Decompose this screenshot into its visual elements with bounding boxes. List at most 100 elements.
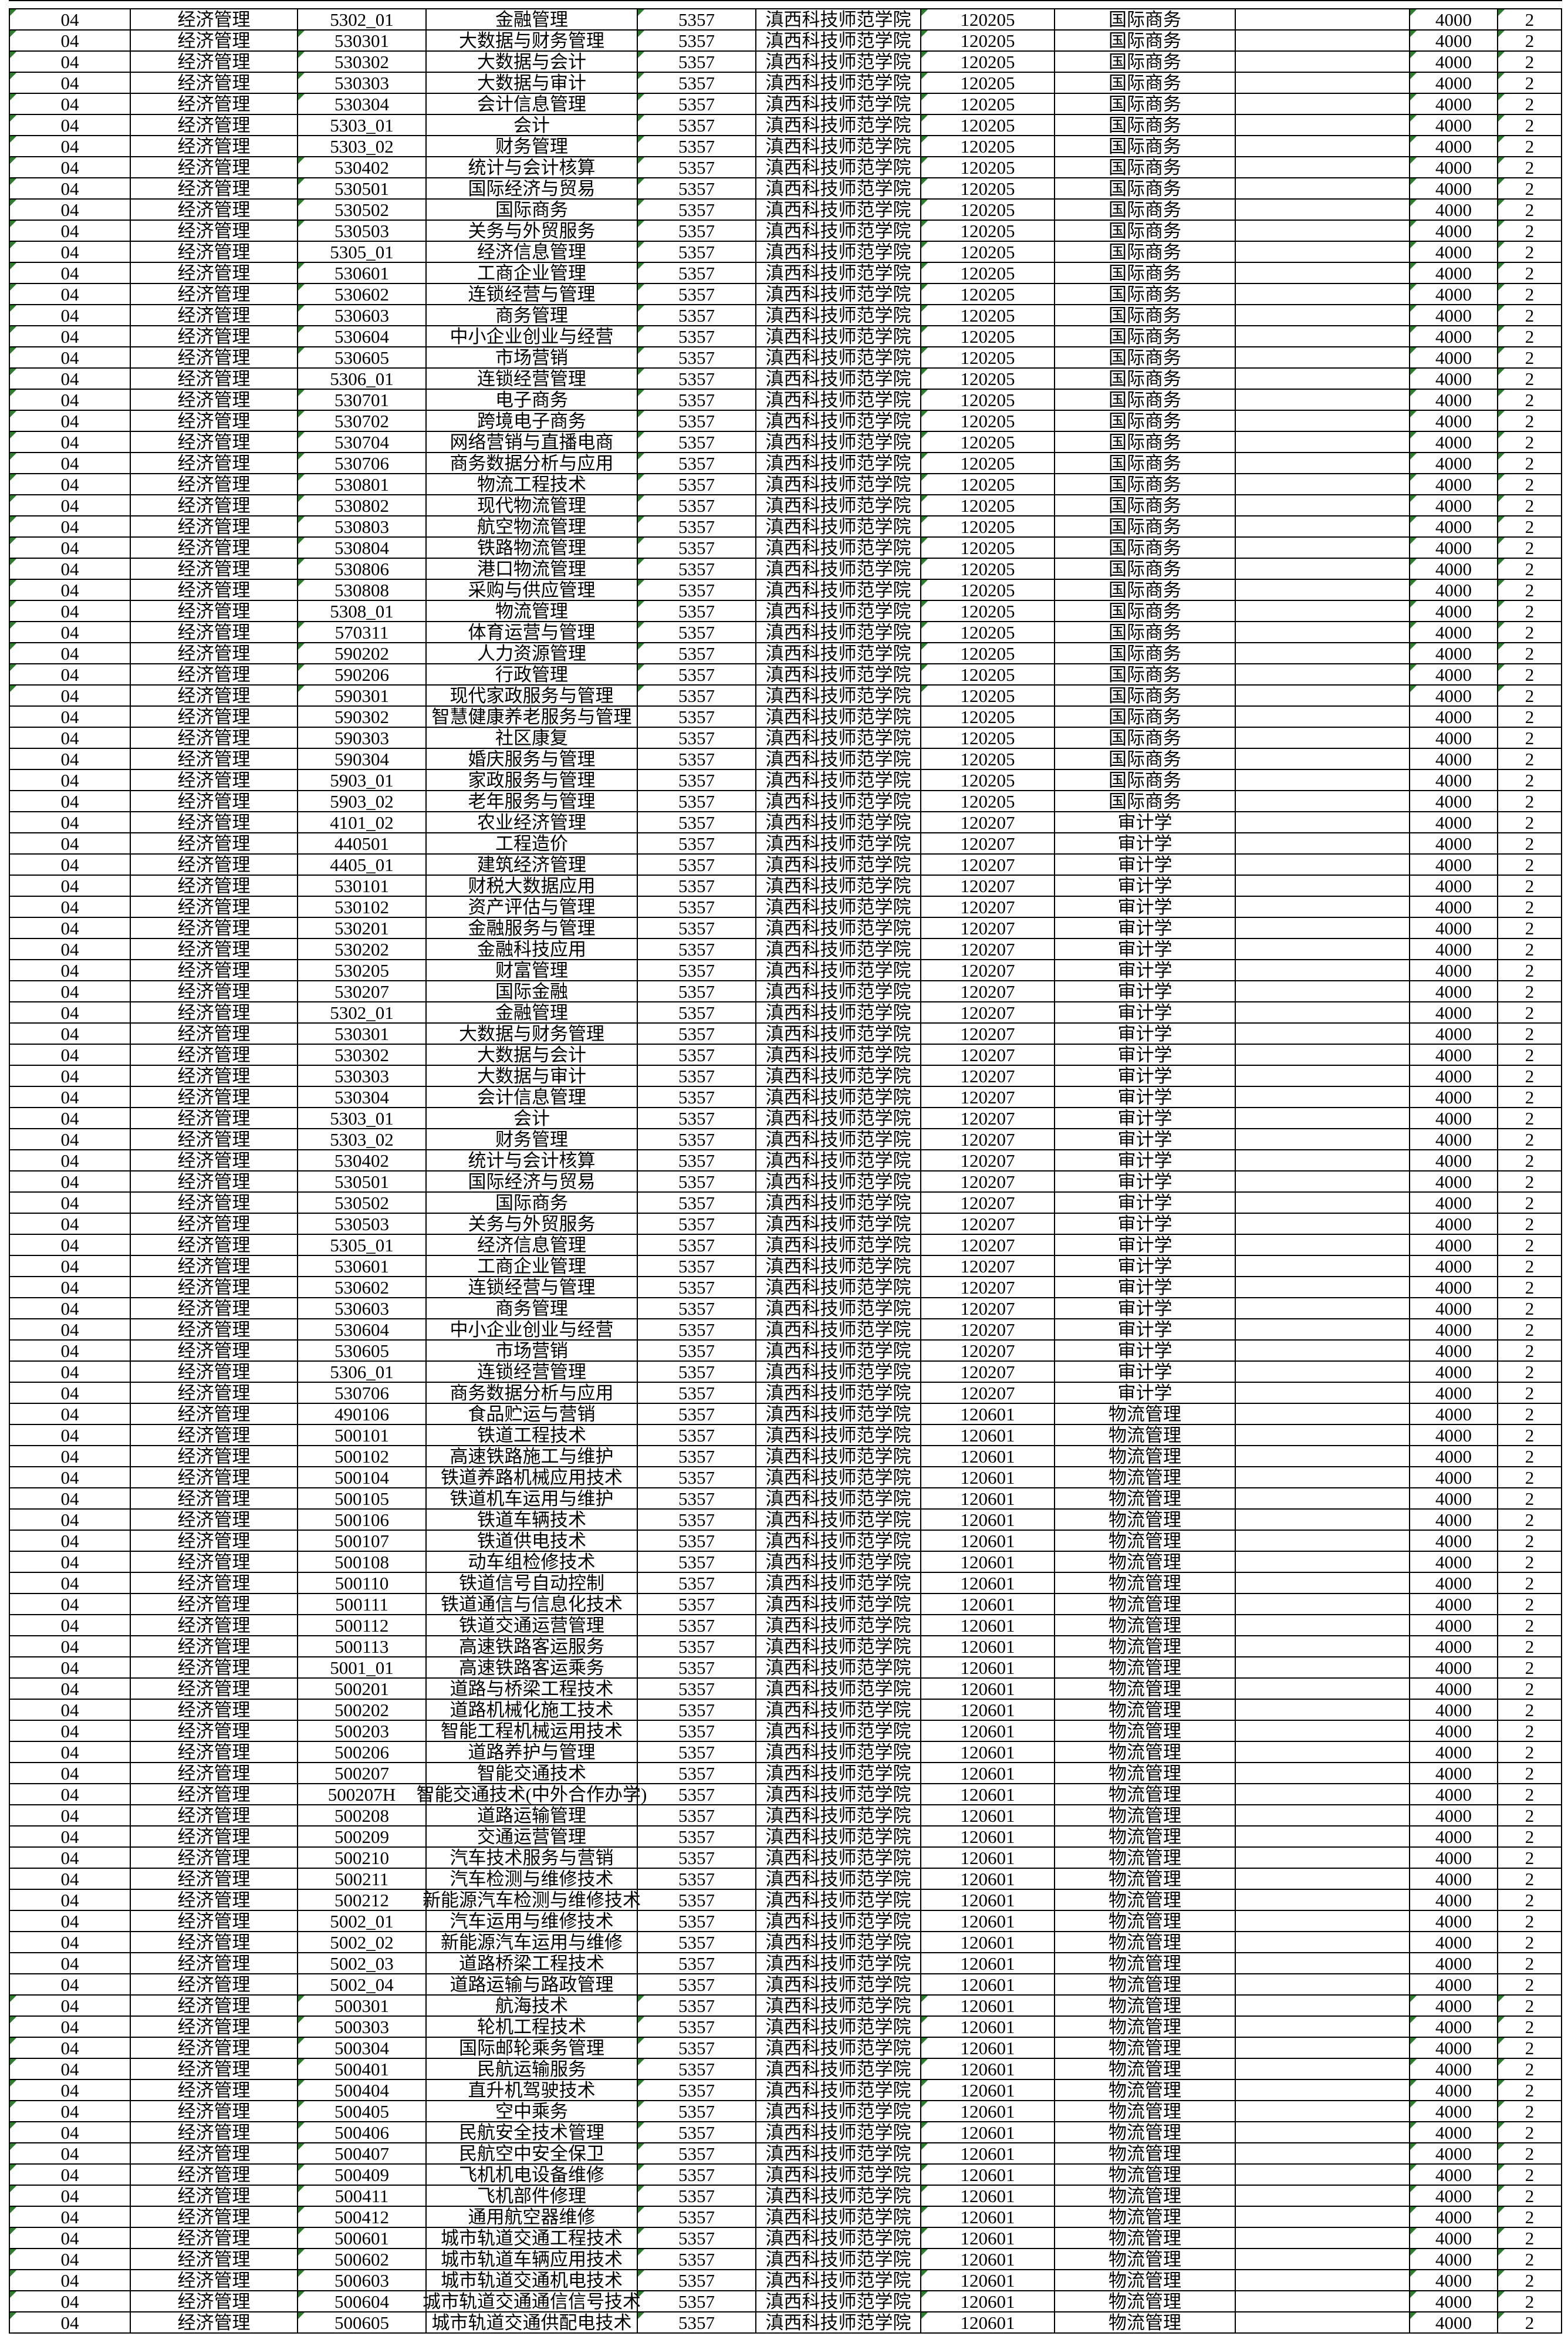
cell-tuition[interactable]: 4000	[1410, 1467, 1498, 1488]
cell-dept-code[interactable]: 04	[10, 981, 131, 1002]
cell-dept-name[interactable]: 经济管理	[131, 538, 298, 559]
cell-undergrad-code[interactable]: 120205	[921, 52, 1055, 73]
cell-undergrad-major[interactable]: 物流管理	[1055, 2312, 1236, 2334]
cell-blank[interactable]	[1236, 960, 1410, 981]
cell-tuition[interactable]: 4000	[1410, 1636, 1498, 1657]
cell-college-name[interactable]: 滇西科技师范学院	[756, 707, 921, 728]
cell-undergrad-major[interactable]: 审计学	[1055, 1256, 1236, 1277]
cell-major-name[interactable]: 通用航空器维修	[427, 2207, 638, 2228]
cell-undergrad-code[interactable]: 120207	[921, 1045, 1055, 1066]
cell-college-name[interactable]: 滇西科技师范学院	[756, 1679, 921, 1700]
cell-college-name[interactable]: 滇西科技师范学院	[756, 1932, 921, 1953]
cell-dept-name[interactable]: 经济管理	[131, 1446, 298, 1467]
cell-undergrad-major[interactable]: 国际商务	[1055, 242, 1236, 263]
cell-years[interactable]: 2	[1498, 2249, 1562, 2270]
cell-blank[interactable]	[1236, 2270, 1410, 2291]
cell-tuition[interactable]: 4000	[1410, 1763, 1498, 1784]
cell-undergrad-major[interactable]: 物流管理	[1055, 2207, 1236, 2228]
cell-college-name[interactable]: 滇西科技师范学院	[756, 1172, 921, 1193]
cell-major-name[interactable]: 会计	[427, 1108, 638, 1129]
cell-college-name[interactable]: 滇西科技师范学院	[756, 876, 921, 897]
cell-undergrad-major[interactable]: 物流管理	[1055, 2186, 1236, 2207]
cell-tuition[interactable]: 4000	[1410, 2165, 1498, 2186]
cell-tuition[interactable]: 4000	[1410, 559, 1498, 580]
cell-dept-name[interactable]: 经济管理	[131, 1552, 298, 1573]
cell-dept-code[interactable]: 04	[10, 812, 131, 833]
cell-undergrad-code[interactable]: 120205	[921, 115, 1055, 136]
cell-undergrad-code[interactable]: 120601	[921, 1932, 1055, 1953]
cell-tuition[interactable]: 4000	[1410, 2122, 1498, 2143]
cell-undergrad-major[interactable]: 物流管理	[1055, 2143, 1236, 2165]
cell-major-code[interactable]: 500104	[298, 1467, 427, 1488]
cell-major-code[interactable]: 5002_04	[298, 1974, 427, 1996]
cell-college-code[interactable]: 5357	[638, 495, 756, 516]
cell-dept-name[interactable]: 经济管理	[131, 1277, 298, 1298]
cell-major-name[interactable]: 财税大数据应用	[427, 876, 638, 897]
cell-dept-name[interactable]: 经济管理	[131, 601, 298, 622]
cell-major-code[interactable]: 530804	[298, 538, 427, 559]
cell-tuition[interactable]: 4000	[1410, 347, 1498, 369]
cell-major-code[interactable]: 530802	[298, 495, 427, 516]
cell-years[interactable]: 2	[1498, 390, 1562, 411]
cell-blank[interactable]	[1236, 1763, 1410, 1784]
cell-college-name[interactable]: 滇西科技师范学院	[756, 432, 921, 453]
cell-blank[interactable]	[1236, 411, 1410, 432]
cell-major-code[interactable]: 500407	[298, 2143, 427, 2165]
cell-dept-code[interactable]: 04	[10, 242, 131, 263]
cell-undergrad-major[interactable]: 物流管理	[1055, 1953, 1236, 1974]
cell-tuition[interactable]: 4000	[1410, 221, 1498, 242]
cell-undergrad-major[interactable]: 审计学	[1055, 1002, 1236, 1024]
cell-college-name[interactable]: 滇西科技师范学院	[756, 284, 921, 305]
cell-dept-name[interactable]: 经济管理	[131, 580, 298, 601]
cell-college-code[interactable]: 5357	[638, 791, 756, 812]
cell-blank[interactable]	[1236, 1066, 1410, 1087]
cell-years[interactable]: 2	[1498, 1193, 1562, 1214]
cell-undergrad-code[interactable]: 120205	[921, 136, 1055, 157]
cell-major-code[interactable]: 5001_01	[298, 1657, 427, 1679]
cell-undergrad-major[interactable]: 国际商务	[1055, 749, 1236, 770]
cell-college-code[interactable]: 5357	[638, 284, 756, 305]
cell-tuition[interactable]: 4000	[1410, 728, 1498, 749]
cell-undergrad-major[interactable]: 物流管理	[1055, 2165, 1236, 2186]
cell-college-code[interactable]: 5357	[638, 347, 756, 369]
cell-major-name[interactable]: 统计与会计核算	[427, 1150, 638, 1172]
cell-undergrad-code[interactable]: 120207	[921, 939, 1055, 960]
cell-college-name[interactable]: 滇西科技师范学院	[756, 1404, 921, 1425]
cell-blank[interactable]	[1236, 1235, 1410, 1256]
cell-years[interactable]: 2	[1498, 2228, 1562, 2249]
cell-tuition[interactable]: 4000	[1410, 2059, 1498, 2080]
cell-blank[interactable]	[1236, 432, 1410, 453]
cell-college-name[interactable]: 滇西科技师范学院	[756, 2080, 921, 2101]
cell-tuition[interactable]: 4000	[1410, 1214, 1498, 1235]
cell-college-name[interactable]: 滇西科技师范学院	[756, 1890, 921, 1911]
cell-dept-code[interactable]: 04	[10, 580, 131, 601]
cell-undergrad-code[interactable]: 120205	[921, 390, 1055, 411]
cell-undergrad-code[interactable]: 120205	[921, 432, 1055, 453]
cell-dept-code[interactable]: 04	[10, 1636, 131, 1657]
cell-major-name[interactable]: 铁道信号自动控制	[427, 1573, 638, 1594]
cell-major-code[interactable]: 530302	[298, 1045, 427, 1066]
cell-dept-name[interactable]: 经济管理	[131, 1319, 298, 1341]
cell-dept-name[interactable]: 经济管理	[131, 833, 298, 855]
cell-college-name[interactable]: 滇西科技师范学院	[756, 516, 921, 538]
cell-college-code[interactable]: 5357	[638, 1932, 756, 1953]
cell-dept-code[interactable]: 04	[10, 897, 131, 918]
cell-major-code[interactable]: 5303_01	[298, 115, 427, 136]
cell-undergrad-major[interactable]: 审计学	[1055, 833, 1236, 855]
cell-undergrad-code[interactable]: 120205	[921, 200, 1055, 221]
cell-blank[interactable]	[1236, 2312, 1410, 2334]
cell-dept-name[interactable]: 经济管理	[131, 242, 298, 263]
cell-tuition[interactable]: 4000	[1410, 580, 1498, 601]
cell-tuition[interactable]: 4000	[1410, 538, 1498, 559]
cell-years[interactable]: 2	[1498, 1594, 1562, 1615]
cell-dept-name[interactable]: 经济管理	[131, 369, 298, 390]
cell-undergrad-major[interactable]: 国际商务	[1055, 52, 1236, 73]
cell-major-code[interactable]: 5002_02	[298, 1932, 427, 1953]
cell-years[interactable]: 2	[1498, 1214, 1562, 1235]
cell-years[interactable]: 2	[1498, 2101, 1562, 2122]
cell-blank[interactable]	[1236, 1467, 1410, 1488]
cell-blank[interactable]	[1236, 474, 1410, 495]
cell-major-code[interactable]: 5903_02	[298, 791, 427, 812]
cell-college-code[interactable]: 5357	[638, 1256, 756, 1277]
cell-undergrad-major[interactable]: 国际商务	[1055, 453, 1236, 474]
